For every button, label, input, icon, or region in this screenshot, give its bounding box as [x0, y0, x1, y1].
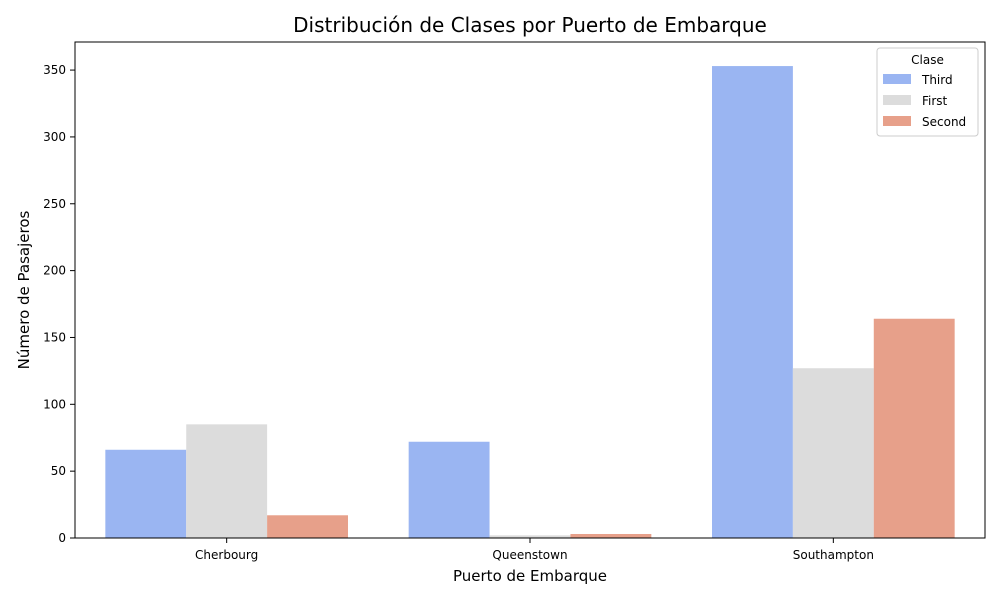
legend-box	[876, 47, 979, 137]
y-tick-label: 150	[43, 330, 66, 344]
legend-label-third: Third	[921, 73, 953, 87]
y-tick-label: 350	[43, 63, 66, 77]
plot-area: Cherbourg Queenstown Southampton 0 50 100 150 2…	[43, 63, 955, 562]
bar-third-queenstown	[408, 441, 490, 538]
y-tick-label: 100	[43, 397, 66, 411]
y-tick-label: 250	[43, 197, 66, 211]
bar-second-cherbourg	[267, 515, 348, 538]
y-tick-label: 200	[43, 264, 66, 278]
y-tick-label: 300	[43, 130, 66, 144]
legend-title: Clase	[911, 53, 944, 67]
bar-third-southampton	[712, 66, 793, 538]
bar-first-cherbourg	[186, 424, 268, 538]
legend-label-first: First	[922, 94, 948, 108]
y-tick-label: 50	[51, 464, 66, 478]
x-tick-label: Cherbourg	[195, 548, 258, 562]
legend[interactable]: Clase Third First Second	[876, 47, 979, 137]
bar-second-southampton	[873, 318, 955, 538]
chart-title: Distribución de Clases por Puerto de Emb…	[293, 13, 767, 37]
legend-swatch-second	[883, 116, 911, 126]
legend-swatch-third	[883, 74, 911, 84]
plot-frame	[74, 41, 986, 539]
legend-swatch-first	[883, 95, 911, 105]
x-tick-label: Southampton	[793, 548, 874, 562]
x-tick-label: Queenstown	[492, 548, 567, 562]
y-tick-label: 0	[58, 531, 66, 545]
x-axis-label: Puerto de Embarque	[453, 567, 607, 585]
bar-first-queenstown	[489, 535, 571, 538]
bar-first-southampton	[792, 368, 874, 538]
bar-second-queenstown	[570, 533, 652, 538]
legend-label-second: Second	[922, 115, 966, 129]
y-axis-label: Número de Pasajeros	[15, 210, 33, 369]
bar-third-cherbourg	[105, 449, 187, 538]
